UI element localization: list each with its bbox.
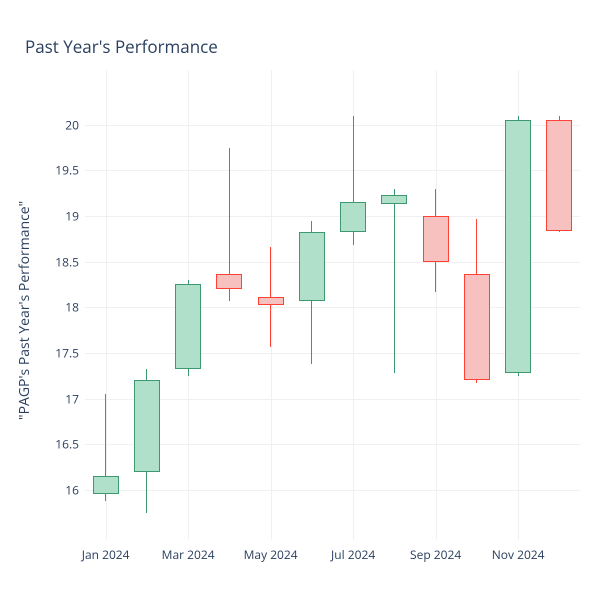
x-tick-label: Sep 2024 xyxy=(410,540,461,563)
grid-line-h xyxy=(85,490,580,491)
y-tick-label: 17 xyxy=(65,390,85,407)
grid-line-v xyxy=(436,70,437,540)
candle-body xyxy=(299,232,325,300)
y-tick-label: 19.5 xyxy=(55,162,85,179)
x-tick-label: Nov 2024 xyxy=(492,540,545,563)
y-axis-label: "PAGP's Past Year's Performance" xyxy=(15,201,34,420)
y-tick-label: 17.5 xyxy=(55,344,85,361)
candle-body xyxy=(505,120,531,373)
y-tick-label: 16 xyxy=(65,481,85,498)
x-tick-label: Jan 2024 xyxy=(82,540,130,563)
candle-body xyxy=(175,284,201,369)
x-tick-label: May 2024 xyxy=(244,540,298,563)
candle-body xyxy=(423,216,449,262)
candle-body xyxy=(258,297,284,305)
y-tick-label: 16.5 xyxy=(55,436,85,453)
candle-body xyxy=(340,202,366,232)
candle-body xyxy=(464,274,490,381)
y-tick-label: 20 xyxy=(65,116,85,133)
x-tick-label: Mar 2024 xyxy=(162,540,215,563)
y-tick-label: 18.5 xyxy=(55,253,85,270)
candle-wick xyxy=(394,189,395,373)
plot-area: 1616.51717.51818.51919.520Jan 2024Mar 20… xyxy=(85,70,580,540)
candle-body xyxy=(546,120,572,230)
candle-body xyxy=(381,195,407,204)
y-tick-label: 18 xyxy=(65,299,85,316)
candlestick-chart: Past Year's Performance "PAGP's Past Yea… xyxy=(0,0,600,600)
y-tick-label: 19 xyxy=(65,208,85,225)
candle-body xyxy=(93,476,119,494)
x-tick-label: Jul 2024 xyxy=(331,540,375,563)
candle-body xyxy=(216,274,242,289)
candle-body xyxy=(134,380,160,471)
chart-title: Past Year's Performance xyxy=(25,35,218,58)
